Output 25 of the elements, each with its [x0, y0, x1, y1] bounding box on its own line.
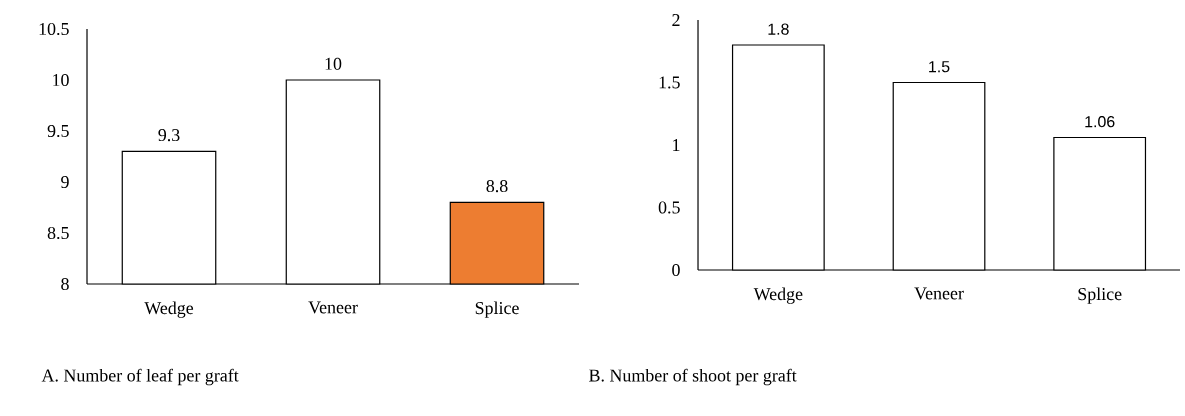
x-tick-label: Splice	[1078, 287, 1122, 304]
x-tick-label: Splice	[475, 301, 519, 318]
data-label: 9.3	[158, 129, 180, 142]
y-tick-label: 0	[672, 263, 680, 277]
y-tick-label: 10.5	[39, 22, 69, 36]
text: B. Number of shoot per graft	[589, 368, 797, 386]
x-tick-label: Wedge	[144, 301, 194, 318]
y-tick-label: 8.5	[47, 226, 69, 240]
x-tick-label: Wedge	[753, 287, 803, 304]
data-label: 8.8	[486, 180, 508, 193]
y-tick-label: 1.5	[659, 76, 680, 89]
y-tick-label: 10	[53, 73, 69, 87]
y-tick-label: 9.5	[47, 124, 69, 138]
x-tick-label: Veneer	[914, 287, 964, 300]
y-tick-label: 2	[672, 14, 680, 26]
data-label: 1.06	[1085, 116, 1115, 128]
data-label: 1.8	[768, 23, 789, 35]
data-label: 1.5	[929, 61, 950, 73]
y-tick-label: 0.5	[658, 201, 680, 214]
y-tick-label: 8	[61, 277, 69, 291]
data-label: 10	[325, 57, 342, 70]
y-tick-label: 9	[61, 175, 69, 189]
x-tick-label: Veneer	[308, 301, 358, 314]
y-tick-label: 1	[673, 139, 680, 151]
text: A. Number of leaf per graft	[41, 368, 239, 386]
